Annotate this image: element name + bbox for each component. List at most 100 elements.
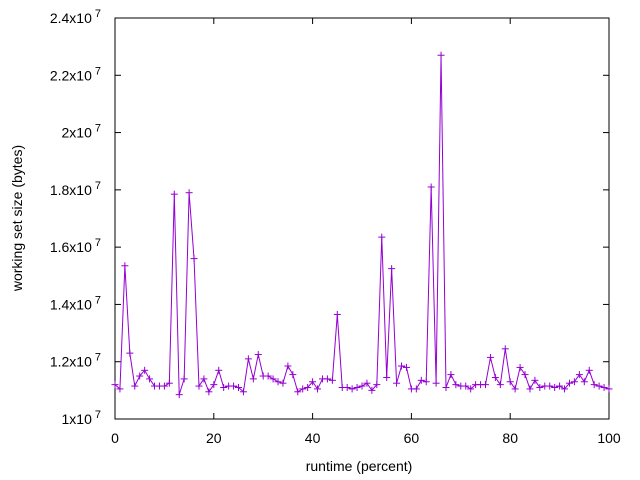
data-point-marker bbox=[482, 381, 489, 389]
data-point-marker bbox=[393, 379, 401, 387]
y-tick-label: 1x10 7 bbox=[62, 409, 101, 427]
data-point-marker bbox=[551, 383, 559, 391]
data-point-marker bbox=[200, 375, 208, 383]
data-point-marker bbox=[343, 383, 351, 391]
data-point-marker bbox=[467, 385, 475, 393]
data-point-marker bbox=[388, 265, 396, 273]
data-point-marker bbox=[170, 190, 178, 198]
data-point-marker bbox=[146, 375, 154, 383]
y-tick-label: 1.8x10 7 bbox=[50, 180, 101, 198]
data-point-marker bbox=[412, 385, 420, 393]
data-point-marker bbox=[131, 382, 139, 390]
data-point-marker bbox=[299, 385, 307, 393]
data-point-marker bbox=[141, 366, 149, 374]
data-point-marker bbox=[442, 383, 450, 391]
x-tick-label: 20 bbox=[206, 430, 222, 446]
data-point-marker bbox=[215, 366, 223, 374]
data-point-marker bbox=[239, 388, 247, 396]
data-point-marker bbox=[462, 382, 470, 390]
series-line bbox=[114, 55, 610, 395]
y-tick-exponent: 7 bbox=[95, 65, 101, 77]
y-axis-label: working set size (bytes) bbox=[9, 145, 25, 292]
x-tick-label: 80 bbox=[502, 430, 518, 446]
data-point-marker bbox=[570, 378, 578, 386]
data-point-marker bbox=[501, 345, 509, 353]
data-point-marker bbox=[590, 381, 598, 389]
data-point-marker bbox=[417, 376, 425, 384]
data-point-marker bbox=[160, 382, 168, 390]
data-point-marker bbox=[368, 386, 376, 394]
data-point-marker bbox=[506, 378, 514, 386]
plot-area bbox=[114, 17, 610, 420]
y-tick-mantissa: 1.8x10 bbox=[50, 182, 92, 198]
x-axis-ticks: 0 20 40 60 80 100 bbox=[111, 18, 621, 446]
data-point-marker bbox=[328, 376, 336, 384]
data-point-marker bbox=[126, 349, 134, 357]
data-point-marker bbox=[398, 362, 406, 370]
data-point-marker bbox=[491, 373, 499, 381]
data-point-marker bbox=[600, 383, 608, 391]
y-tick-label: 1.6x10 7 bbox=[50, 237, 101, 255]
series-markers bbox=[111, 51, 613, 399]
y-tick-label: 1.2x10 7 bbox=[50, 352, 101, 370]
y-tick-exponent: 7 bbox=[95, 352, 101, 364]
data-point-marker bbox=[284, 362, 292, 370]
data-point-marker bbox=[561, 385, 569, 393]
x-tick-label: 40 bbox=[305, 430, 321, 446]
data-point-marker bbox=[521, 371, 529, 379]
data-point-marker bbox=[333, 310, 341, 318]
data-point-marker bbox=[195, 382, 203, 390]
data-point-marker bbox=[230, 382, 238, 390]
y-tick-mantissa: 2.4x10 bbox=[50, 10, 92, 26]
data-point-marker bbox=[304, 383, 312, 391]
data-point-marker bbox=[254, 351, 262, 359]
y-tick-label: 2x10 7 bbox=[62, 123, 101, 141]
data-point-marker bbox=[363, 379, 371, 387]
data-point-marker bbox=[220, 383, 228, 391]
data-point-marker bbox=[294, 388, 302, 396]
data-point-marker bbox=[427, 183, 435, 191]
y-tick-label: 2.4x10 7 bbox=[50, 8, 101, 26]
data-point-marker bbox=[511, 385, 519, 393]
y-tick-mantissa: 1.6x10 bbox=[50, 239, 92, 255]
data-point-marker bbox=[526, 385, 534, 393]
data-point-marker bbox=[383, 373, 391, 381]
data-point-marker bbox=[244, 355, 252, 363]
data-point-marker bbox=[565, 379, 573, 387]
data-point-marker bbox=[575, 371, 583, 379]
y-tick-mantissa: 2x10 bbox=[62, 125, 93, 141]
data-point-marker bbox=[314, 385, 322, 393]
data-point-marker bbox=[437, 51, 445, 59]
x-tick-label: 0 bbox=[111, 430, 119, 446]
data-point-marker bbox=[111, 381, 119, 389]
data-point-marker bbox=[516, 363, 524, 371]
data-point-marker bbox=[116, 385, 124, 393]
data-point-marker bbox=[422, 378, 430, 386]
data-point-marker bbox=[378, 233, 386, 241]
y-tick-mantissa: 1.2x10 bbox=[50, 354, 92, 370]
data-point-marker bbox=[585, 366, 593, 374]
data-point-marker bbox=[595, 382, 603, 390]
data-point-marker bbox=[136, 372, 144, 380]
y-tick-exponent: 7 bbox=[95, 409, 101, 421]
y-tick-exponent: 7 bbox=[95, 8, 101, 20]
y-tick-exponent: 7 bbox=[95, 123, 101, 135]
data-point-marker bbox=[289, 371, 297, 379]
x-axis-label: runtime (percent) bbox=[306, 458, 413, 474]
data-point-marker bbox=[274, 378, 282, 386]
data-point-marker bbox=[353, 383, 361, 391]
y-tick-mantissa: 1.4x10 bbox=[50, 296, 92, 312]
data-point-marker bbox=[536, 383, 544, 391]
data-point-marker bbox=[309, 378, 317, 386]
data-point-marker bbox=[447, 371, 455, 379]
data-point-marker bbox=[180, 375, 188, 383]
data-point-marker bbox=[373, 381, 381, 389]
data-point-marker bbox=[249, 375, 257, 383]
x-tick-label: 100 bbox=[597, 430, 621, 446]
data-point-marker bbox=[264, 372, 272, 380]
data-point-marker bbox=[486, 353, 494, 361]
y-tick-label: 2.2x10 7 bbox=[50, 65, 101, 83]
x-tick-label: 60 bbox=[404, 430, 420, 446]
data-point-marker bbox=[348, 385, 356, 393]
